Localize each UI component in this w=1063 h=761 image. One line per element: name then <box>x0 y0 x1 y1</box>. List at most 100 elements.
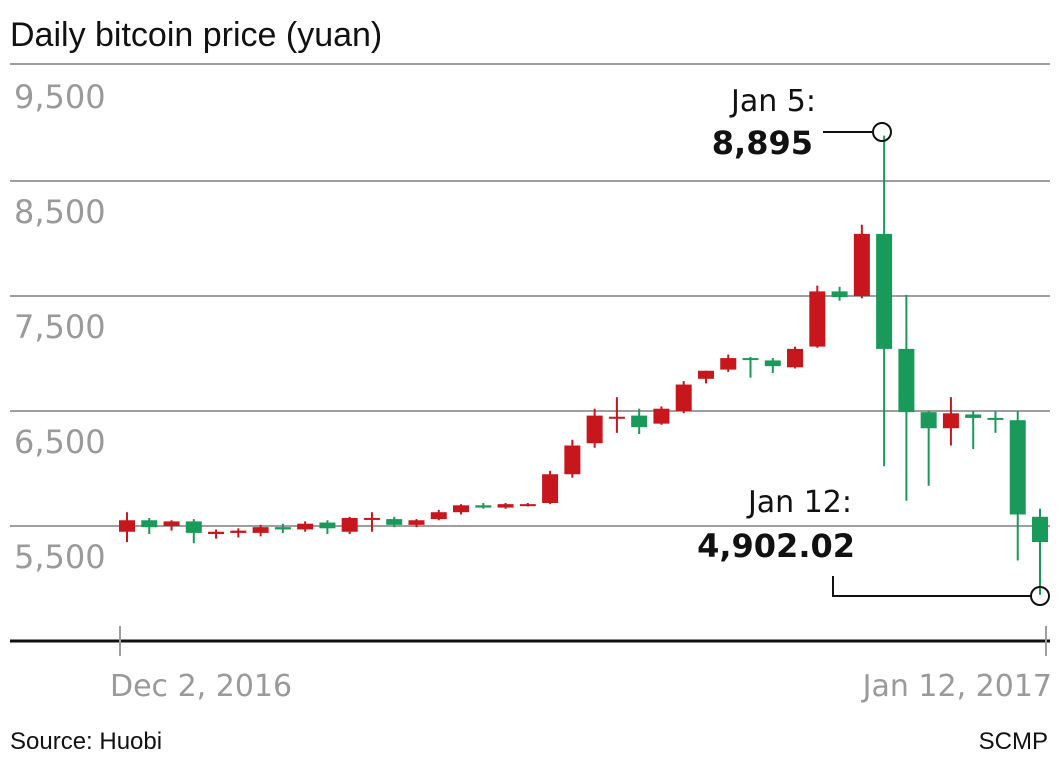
candle-body-4 <box>208 531 225 535</box>
y-tick-label-6500: 6,500 <box>14 423 106 461</box>
candle-3 <box>185 519 202 544</box>
candle-body-36 <box>920 412 937 429</box>
candle-13 <box>408 519 425 528</box>
candle-8 <box>297 521 314 532</box>
annotation-jan12-label: Jan 12: <box>746 485 852 520</box>
candle-body-17 <box>497 504 514 508</box>
candle-body-26 <box>697 370 714 379</box>
y-tick-label-5500: 5,500 <box>14 538 106 576</box>
candle-28 <box>742 356 759 378</box>
candle-body-7 <box>274 527 291 530</box>
candle-body-41 <box>1032 516 1048 543</box>
y-tick-label-7500: 7,500 <box>14 308 106 346</box>
candle-0 <box>119 512 135 543</box>
candle-20 <box>564 439 581 478</box>
candle-14 <box>430 509 447 521</box>
candle-30 <box>787 346 804 369</box>
candle-38 <box>965 411 982 449</box>
candle-7 <box>274 523 291 533</box>
candle-41 <box>1032 508 1048 595</box>
annotation-jan5-label: Jan 5: <box>729 84 816 119</box>
footer-credit: SCMP <box>979 728 1048 755</box>
candle-body-15 <box>453 505 470 513</box>
candle-body-34 <box>876 233 893 349</box>
candle-33 <box>853 224 870 299</box>
annotation-jan5-marker <box>872 122 892 142</box>
candle-9 <box>319 520 336 535</box>
candle-body-18 <box>519 504 536 507</box>
y-tick-label-8500: 8,500 <box>14 193 106 231</box>
candle-17 <box>497 503 514 509</box>
candle-35 <box>898 294 915 501</box>
annotation-jan12: Jan 12: 4,902.02 <box>697 485 1050 606</box>
candle-body-16 <box>475 505 492 508</box>
candle-body-6 <box>252 527 269 533</box>
candle-body-21 <box>586 415 603 444</box>
candle-19 <box>542 470 559 505</box>
candle-body-32 <box>831 291 848 298</box>
candle-body-25 <box>675 384 692 411</box>
footer-source: Source: Huobi <box>10 728 162 755</box>
candle-body-2 <box>163 521 180 526</box>
candle-body-23 <box>631 415 648 428</box>
candle-18 <box>519 503 536 507</box>
candle-12 <box>386 516 403 528</box>
candle-21 <box>586 408 603 448</box>
x-tick-label-start: Dec 2, 2016 <box>110 669 292 704</box>
candle-4 <box>208 529 225 539</box>
candle-37 <box>942 397 959 446</box>
candle-body-38 <box>965 414 982 418</box>
candle-29 <box>764 358 781 374</box>
candle-body-28 <box>742 358 759 361</box>
candle-body-5 <box>230 530 247 533</box>
annotation-jan5-value: 8,895 <box>712 124 813 162</box>
candle-36 <box>920 411 937 486</box>
candle-body-35 <box>898 348 915 413</box>
candle-27 <box>720 354 737 372</box>
chart-title: Daily bitcoin price (yuan) <box>10 16 382 54</box>
candle-body-31 <box>809 291 826 347</box>
candle-1 <box>141 517 158 535</box>
candle-24 <box>653 406 670 425</box>
candle-body-24 <box>653 408 670 424</box>
candle-body-39 <box>987 417 1004 420</box>
candle-body-30 <box>787 348 804 368</box>
candle-body-14 <box>430 512 447 520</box>
annotation-jan12-marker <box>1030 586 1050 606</box>
annotation-jan5: Jan 5: 8,895 <box>712 84 892 162</box>
candle-15 <box>453 504 470 515</box>
candle-body-10 <box>341 517 358 532</box>
candle-body-33 <box>853 233 870 296</box>
candle-26 <box>697 370 714 384</box>
candle-body-9 <box>319 522 336 529</box>
candle-body-8 <box>297 523 314 530</box>
candle-25 <box>675 381 692 414</box>
candle-5 <box>230 528 247 538</box>
candle-body-22 <box>608 416 625 419</box>
candle-body-27 <box>720 358 737 370</box>
candle-22 <box>608 397 625 433</box>
candle-body-40 <box>1009 420 1026 515</box>
candle-body-11 <box>363 517 380 520</box>
x-tick-label-end: Jan 12, 2017 <box>861 669 1052 704</box>
candle-body-13 <box>408 520 425 525</box>
candle-6 <box>252 524 269 537</box>
candle-body-0 <box>119 520 135 532</box>
candle-32 <box>831 286 848 301</box>
candle-body-3 <box>185 521 202 533</box>
candle-10 <box>341 516 358 535</box>
candle-39 <box>987 411 1004 433</box>
candle-16 <box>475 503 492 509</box>
candle-40 <box>1009 411 1026 561</box>
candle-body-29 <box>764 360 781 367</box>
candle-body-1 <box>141 520 158 528</box>
candle-23 <box>631 408 648 434</box>
candle-34 <box>876 135 893 467</box>
candle-31 <box>809 285 826 348</box>
candle-2 <box>163 520 180 531</box>
annotation-jan12-value: 4,902.02 <box>697 527 855 565</box>
y-tick-label-9500: 9,500 <box>14 78 106 116</box>
candle-body-12 <box>386 519 403 525</box>
candle-body-19 <box>542 474 559 503</box>
